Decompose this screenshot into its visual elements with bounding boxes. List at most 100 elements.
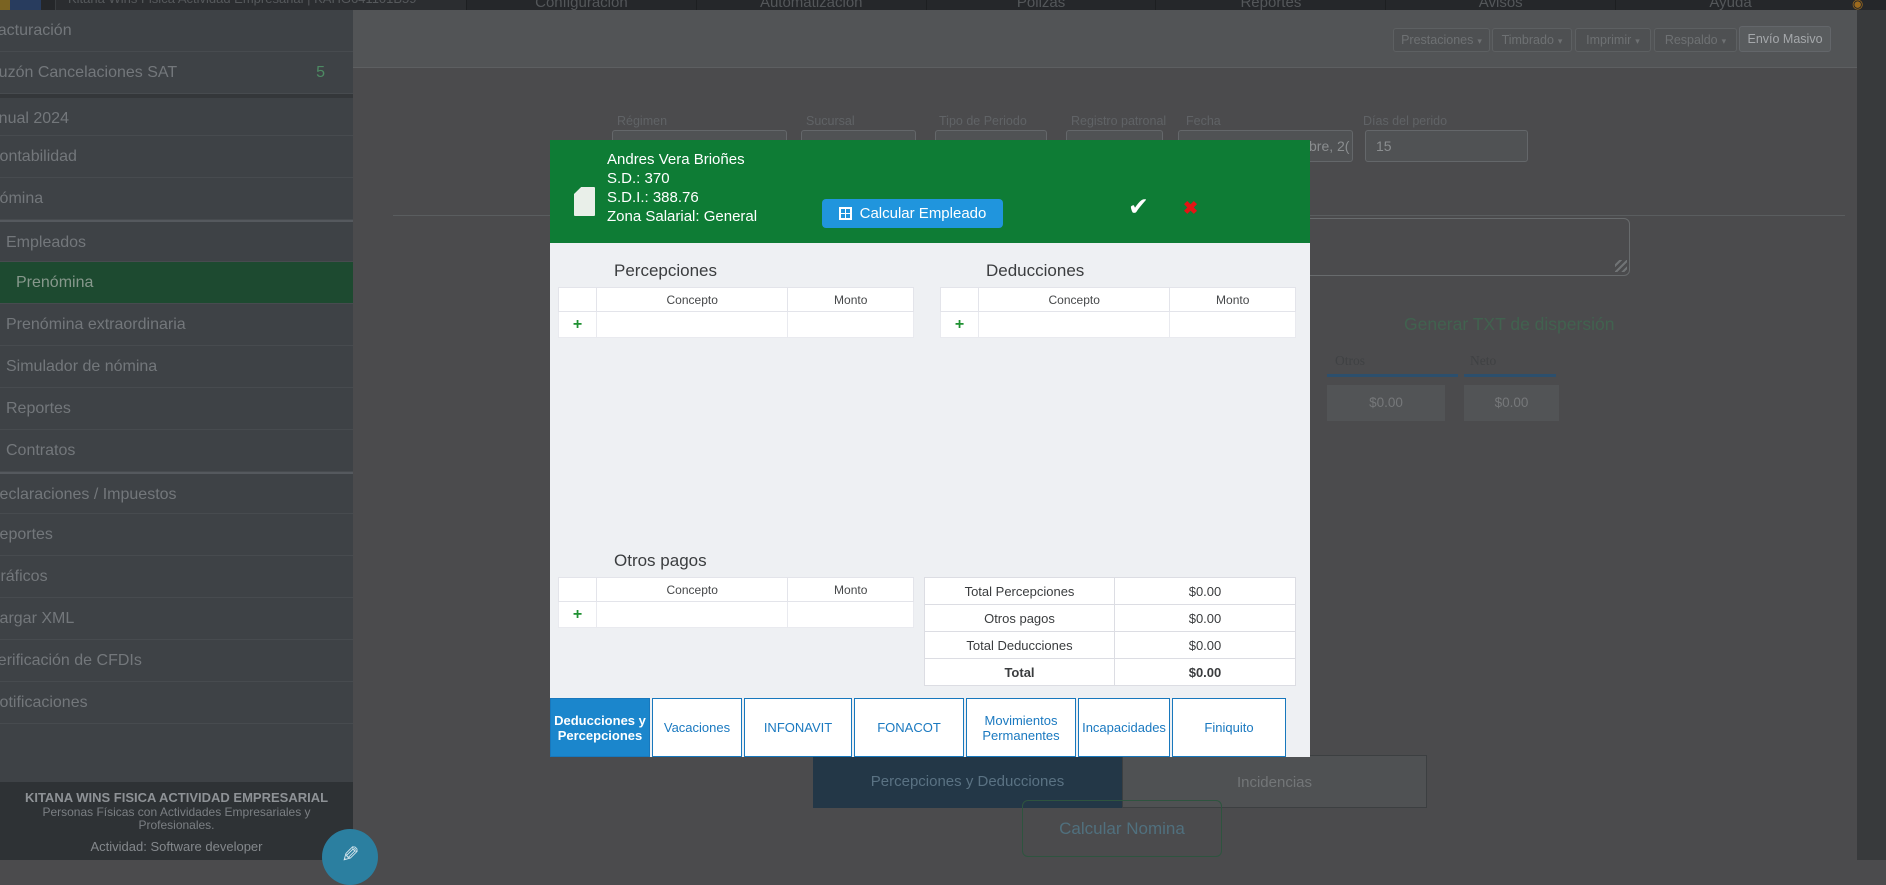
menu-avisos[interactable]: Avisos [1385, 0, 1615, 10]
caret-down-icon: ▾ [1721, 36, 1727, 46]
fecha-label: Fecha [1186, 114, 1221, 128]
respaldo-dropdown[interactable]: Respaldo ▾ [1654, 28, 1737, 52]
otros-pagos-title: Otros pagos [614, 551, 707, 570]
employee-sdi: S.D.I.: 388.76 [607, 189, 699, 206]
otros-header-rule [1327, 374, 1458, 377]
imprimir-dropdown[interactable]: Imprimir ▾ [1575, 28, 1651, 52]
timbrado-dropdown[interactable]: Timbrado ▾ [1492, 28, 1572, 52]
tab-incidencias[interactable]: Incidencias [1122, 755, 1427, 808]
edit-fab-button[interactable]: ✎ [322, 829, 378, 885]
employee-modal: Andres Vera Brioñes S.D.: 370 S.D.I.: 38… [550, 140, 1310, 757]
tipo-periodo-label: Tipo de Periodo [939, 114, 1027, 128]
resize-grip[interactable] [1615, 260, 1627, 272]
sidebar-item-anual-2024[interactable]: Anual 2024 [0, 94, 353, 136]
sidebar-item-verificacion-cfdis[interactable]: Verificación de CFDIs [0, 640, 353, 682]
table-row: Total Percepciones $0.00 [924, 577, 1296, 605]
footer-company-name: KITANA WINS FISICA ACTIVIDAD EMPRESARIAL [24, 790, 329, 805]
employee-info: Andres Vera Brioñes S.D.: 370 S.D.I.: 38… [607, 150, 757, 226]
menu-configuracion[interactable]: Configuración [466, 0, 696, 10]
percepciones-concepto-header: Concepto [595, 287, 789, 312]
regimen-label: Régimen [617, 114, 668, 128]
concepto-cell[interactable] [977, 311, 1171, 338]
otros-column-header: Otros [1335, 353, 1365, 368]
envio-masivo-button[interactable]: Envío Masivo [1739, 26, 1831, 52]
power-icon[interactable]: ◉ [1852, 0, 1864, 10]
registro-patronal-label: Registro patronal [1071, 114, 1167, 128]
tab-movimientos-permanentes[interactable]: Movimientos Permanentes [966, 698, 1076, 757]
sidebar-item-prenomina[interactable]: Prenómina [0, 262, 353, 304]
sidebar-item-facturacion[interactable]: Facturación [0, 10, 353, 52]
prestaciones-dropdown[interactable]: Prestaciones ▾ [1393, 28, 1490, 52]
sidebar-item-contabilidad[interactable]: Contabilidad [0, 136, 353, 178]
sidebar-item-simulador-nomina[interactable]: Simulador de nómina [0, 346, 353, 388]
total-percepciones-value: $0.00 [1114, 577, 1296, 605]
employee-name: Andres Vera Brioñes [607, 151, 745, 168]
deducciones-concepto-header: Concepto [977, 287, 1171, 312]
sidebar-item-reportes[interactable]: Reportes [0, 514, 353, 556]
sidebar-item-nomina[interactable]: Nómina [0, 178, 353, 220]
add-row-icon[interactable]: + [940, 311, 979, 338]
dias-periodo-label: Días del perido [1363, 114, 1448, 128]
sucursal-label: Sucursal [806, 114, 855, 128]
tab-fonacot[interactable]: FONACOT [854, 698, 964, 757]
add-row-icon[interactable]: + [558, 601, 597, 628]
sidebar-item-notificaciones[interactable]: Notificaciones [0, 682, 353, 724]
neto-header-rule [1464, 374, 1556, 377]
calcular-nomina-button[interactable]: Calcular Nomina [1022, 800, 1222, 857]
add-row-icon[interactable]: + [558, 311, 597, 338]
total-percepciones-label: Total Percepciones [924, 577, 1115, 605]
table-row: Total Deducciones $0.00 [924, 631, 1296, 659]
right-edge-strip [1857, 10, 1886, 860]
menu-automatizacion[interactable]: Automatización [695, 0, 926, 10]
caret-down-icon: ▾ [1557, 36, 1563, 46]
modal-header: Andres Vera Brioñes S.D.: 370 S.D.I.: 38… [550, 140, 1310, 243]
deducciones-table: Concepto Monto + [940, 287, 1296, 338]
table-row: Total $0.00 [924, 658, 1296, 686]
badge-count: 5 [316, 64, 325, 81]
document-icon [574, 187, 595, 216]
calculator-icon [838, 207, 852, 220]
tab-infonavit[interactable]: INFONAVIT [744, 698, 852, 757]
sidebar-item-graficos[interactable]: Gráficos [0, 556, 353, 598]
sidebar-item-prenomina-extraordinaria[interactable]: Prenómina extraordinaria [0, 304, 353, 346]
otros-pagos-table: Concepto Monto + [558, 577, 914, 628]
neto-value-cell: $0.00 [1464, 385, 1559, 421]
generar-txt-link[interactable]: Generar TXT de dispersión [1404, 314, 1615, 334]
menu-ayuda[interactable]: Ayuda [1615, 0, 1845, 10]
neto-column-header: Neto [1470, 353, 1497, 368]
modal-tabs: Deducciones y Percepciones Vacaciones IN… [550, 698, 1310, 757]
sidebar-item-declaraciones-impuestos[interactable]: Declaraciones / Impuestos [0, 472, 353, 514]
otros-concepto-header: Concepto [595, 577, 789, 602]
sidebar-item-empleados[interactable]: Empleados [0, 220, 353, 262]
concepto-cell[interactable] [595, 601, 789, 628]
concepto-cell[interactable] [595, 311, 789, 338]
close-icon[interactable]: ✖ [1183, 198, 1199, 218]
sidebar-item-contratos[interactable]: Contratos [0, 430, 353, 472]
sidebar-item-cargar-xml[interactable]: Cargar XML [0, 598, 353, 640]
tab-percepciones-deducciones[interactable]: Percepciones y Deducciones [813, 755, 1122, 808]
top-menu: Configuración Automatización Pólizas Rep… [466, 0, 1845, 10]
total-value: $0.00 [1114, 658, 1296, 686]
caret-down-icon: ▾ [1477, 36, 1482, 46]
monto-cell[interactable] [787, 601, 914, 628]
monto-cell[interactable] [787, 311, 914, 338]
calcular-empleado-button[interactable]: Calcular Empleado [822, 199, 1003, 228]
tab-incapacidades[interactable]: Incapacidades [1078, 698, 1170, 757]
otros-monto-header: Monto [787, 577, 914, 602]
tab-vacaciones[interactable]: Vacaciones [652, 698, 742, 757]
tab-finiquito[interactable]: Finiquito [1172, 698, 1286, 757]
confirm-icon[interactable]: ✔ [1128, 193, 1149, 221]
table-row: Otros pagos $0.00 [924, 604, 1296, 632]
menu-polizas[interactable]: Pólizas [925, 0, 1156, 10]
caret-down-icon: ▾ [1635, 36, 1640, 46]
monto-cell[interactable] [1169, 311, 1296, 338]
sidebar-item-reportes-nomina[interactable]: Reportes [0, 388, 353, 430]
company-title: Kitana Wins Fisica Actividad Empresarial… [55, 0, 467, 10]
sidebar-item-buzon-cancelaciones[interactable]: Buzón Cancelaciones SAT 5 [0, 52, 353, 94]
percepciones-title: Percepciones [614, 261, 718, 280]
menu-reportes[interactable]: Reportes [1155, 0, 1385, 10]
otros-pagos-label: Otros pagos [924, 604, 1115, 632]
dias-periodo-input[interactable] [1365, 130, 1528, 162]
tab-deducciones-y-percepciones[interactable]: Deducciones y Percepciones [550, 698, 650, 757]
total-deducciones-label: Total Deducciones [924, 631, 1115, 659]
